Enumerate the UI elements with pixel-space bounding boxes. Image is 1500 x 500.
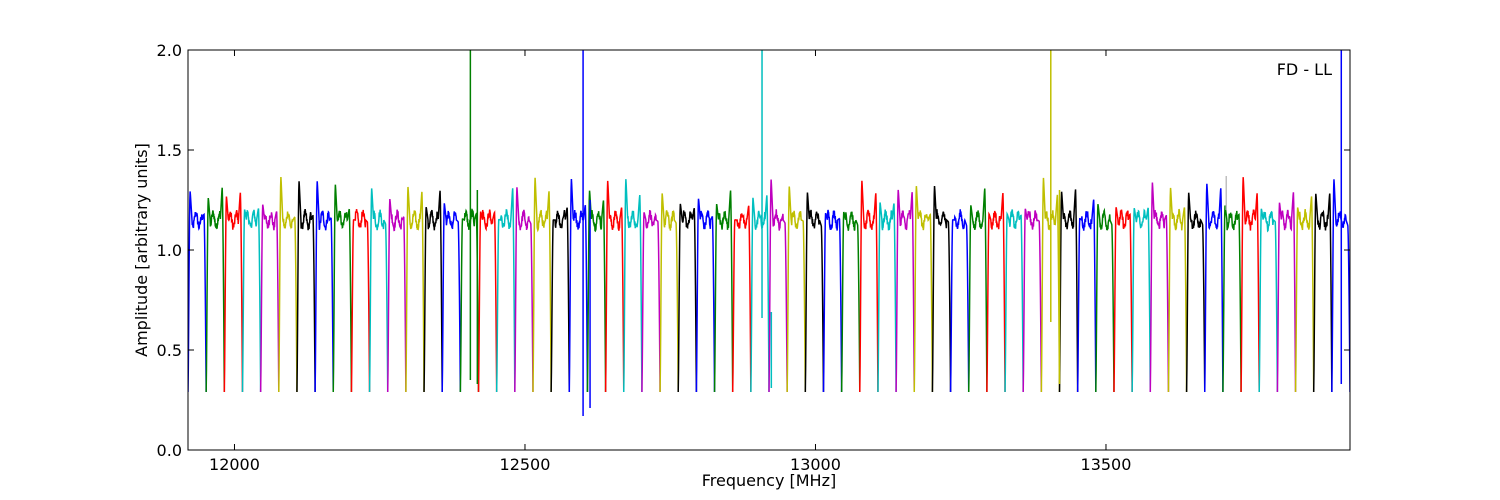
series-layer [188,176,1350,393]
y-axis: 0.0 0.5 1.0 1.5 2.0 [157,41,1350,460]
subband-line-8 [314,181,334,393]
subband-line-22 [568,179,589,393]
subband-line-2 [205,187,226,393]
subband-line-42 [931,186,952,393]
subband-line-9 [332,184,353,393]
subband-line-3 [223,192,244,393]
y-tick-label: 0.0 [157,441,182,460]
subband-line-26 [641,210,661,393]
subband-line-61 [1276,192,1297,393]
subband-line-20 [532,177,552,393]
subband-line-35 [804,192,825,393]
x-tick-label: 12000 [209,455,260,474]
subband-line-55 [1167,187,1188,393]
subband-line-36 [822,209,843,393]
subband-line-33 [768,179,788,393]
subband-line-21 [550,207,571,393]
subband-line-46 [1004,209,1024,393]
subband-line-29 [695,198,716,393]
subband-line-32 [750,195,770,393]
subband-line-38 [859,180,879,393]
subband-line-10 [350,209,371,393]
subband-line-34 [786,186,807,393]
y-tick-label: 1.0 [157,241,182,260]
subband-line-14 [423,190,443,393]
chart-annotation: FD - LL [1277,60,1332,79]
subband-line-57 [1204,183,1224,393]
x-tick-label: 13000 [790,455,841,474]
subband-line-19 [514,187,534,393]
subband-line-53 [1131,207,1152,393]
subband-line-39 [877,202,897,393]
subband-line-52 [1113,207,1133,393]
subband-line-51 [1095,203,1115,393]
subband-line-40 [895,189,915,393]
subband-line-28 [677,203,698,393]
subband-line-63 [1312,193,1333,393]
y-tick-label: 2.0 [157,41,182,60]
y-axis-title: Amplitude [arbitrary units] [132,143,151,357]
x-axis: 12000 12500 13000 13500 [209,50,1131,474]
subband-line-11 [368,188,389,393]
subband-line-24 [604,180,625,393]
subband-line-59 [1240,177,1260,393]
subband-line-37 [840,211,861,393]
subband-line-30 [713,190,734,393]
y-tick-label: 0.5 [157,341,182,360]
subband-line-41 [913,186,934,393]
y-tick-label: 1.5 [157,141,182,160]
subband-line-5 [259,204,280,393]
subband-line-47 [1022,208,1043,393]
subband-line-13 [405,186,425,393]
x-tick-label: 13500 [1081,455,1132,474]
subband-line-62 [1294,196,1315,393]
subband-line-25 [623,179,643,393]
subband-line-6 [278,176,298,393]
subband-line-43 [949,209,970,393]
subband-line-56 [1185,192,1206,393]
subband-line-54 [1149,182,1170,393]
subband-line-27 [659,193,679,393]
subband-line-60 [1258,208,1279,393]
subband-line-45 [986,192,1006,393]
x-tick-label: 12500 [500,455,551,474]
spike-layer [469,50,1343,416]
subband-line-4 [241,208,262,393]
subband-line-44 [967,188,988,393]
subband-line-7 [296,181,316,393]
subband-line-49 [1058,189,1079,393]
subband-line-50 [1076,199,1097,393]
subband-line-12 [386,198,407,393]
subband-line-1 [188,191,207,393]
x-axis-title: Frequency [MHz] [702,471,836,490]
subband-line-18 [495,188,516,393]
subband-line-17 [477,209,498,393]
plot-area [188,50,1350,416]
subband-line-15 [441,203,462,393]
subband-line-16 [459,208,480,393]
subband-line-58 [1222,205,1242,393]
subband-line-31 [731,205,752,393]
